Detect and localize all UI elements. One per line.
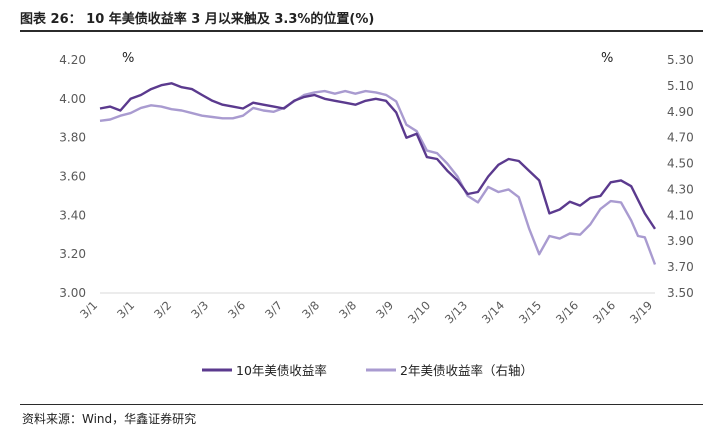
y-right-tick-label: 5.30	[667, 53, 694, 67]
y-right-tick-label: 4.30	[667, 182, 694, 196]
y-right-tick-label: 4.50	[667, 157, 694, 171]
y-left-unit-label: %	[122, 51, 134, 66]
source-divider	[20, 404, 703, 405]
source-note: 资料来源：Wind，华鑫证券研究	[22, 412, 197, 426]
x-tick-label: 3/8	[336, 298, 359, 321]
y-left-tick-label: 3.80	[59, 131, 86, 145]
y-left-tick-label: 4.00	[59, 92, 86, 106]
y-right-unit-label: %	[601, 51, 613, 66]
legend-label-2y: 2年美债收益率（右轴）	[400, 363, 533, 378]
x-tick-label: 3/7	[262, 298, 285, 321]
y-right-tick-label: 3.70	[667, 260, 694, 274]
series-line-2y	[99, 89, 657, 265]
chart-title: 图表 26： 10 年美债收益率 3 月以来触及 3.3%的位置(%)	[20, 12, 375, 27]
x-tick-label: 3/3	[188, 298, 211, 321]
x-tick-label: 3/1	[77, 298, 100, 321]
x-tick-label: 3/14	[479, 298, 507, 326]
x-tick-label: 3/19	[627, 298, 655, 326]
y-right-tick-label: 4.70	[667, 131, 694, 145]
y-right-tick-label: 3.90	[667, 234, 694, 248]
x-tick-label: 3/16	[590, 298, 618, 326]
y-right-tick-label: 5.10	[667, 79, 694, 93]
series-line-10y	[99, 82, 657, 230]
x-tick-label: 3/8	[299, 298, 322, 321]
title-divider	[20, 30, 703, 32]
x-tick-label: 3/6	[225, 298, 248, 321]
y-left-tick-label: 3.00	[59, 286, 86, 300]
x-tick-label: 3/1	[114, 298, 137, 321]
legend-label-10y: 10年美债收益率	[236, 363, 327, 378]
y-right-tick-label: 4.10	[667, 208, 694, 222]
x-tick-label: 3/10	[405, 298, 433, 326]
x-tick-label: 3/16	[553, 298, 581, 326]
x-tick-label: 3/13	[442, 298, 470, 326]
y-right-tick-label: 4.90	[667, 105, 694, 119]
x-tick-label: 3/2	[151, 298, 174, 321]
y-right-tick-label: 3.50	[667, 286, 694, 300]
y-left-tick-label: 4.20	[59, 53, 86, 67]
x-tick-label: 3/15	[516, 298, 544, 326]
x-tick-label: 3/9	[373, 298, 396, 321]
y-left-tick-label: 3.40	[59, 208, 86, 222]
y-left-tick-label: 3.60	[59, 170, 86, 184]
y-left-tick-label: 3.20	[59, 247, 86, 261]
